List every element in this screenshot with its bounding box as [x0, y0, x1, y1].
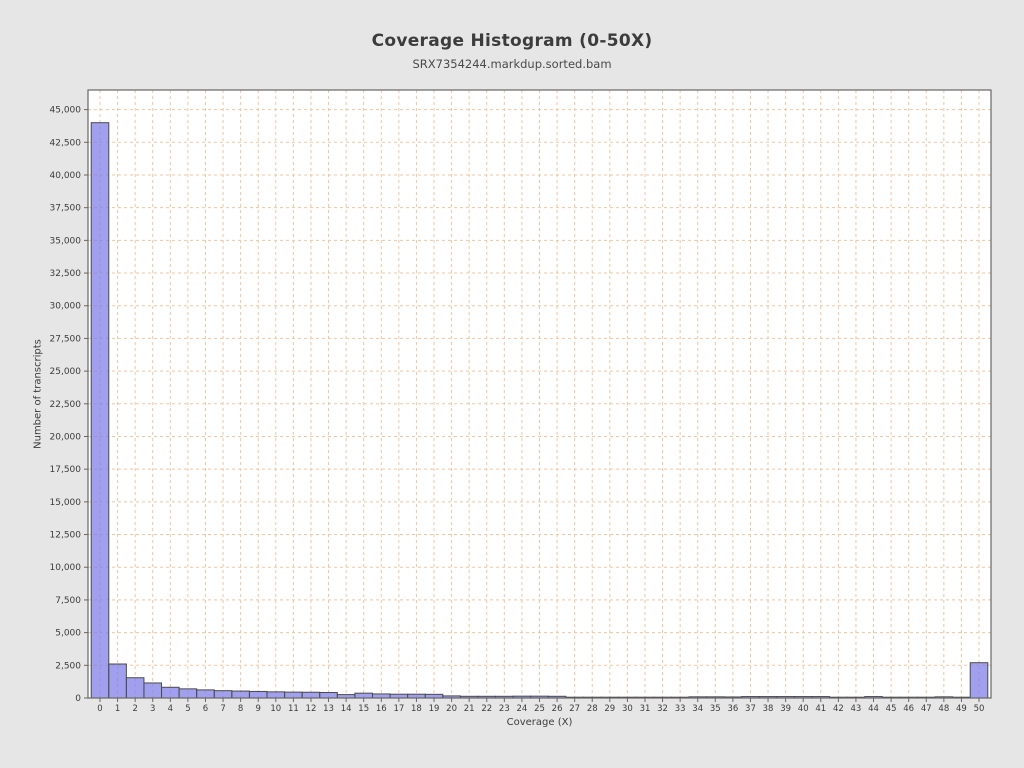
histogram-bar	[161, 686, 180, 699]
histogram-bar	[284, 691, 303, 699]
x-tick-label: 0	[97, 704, 102, 714]
x-tick-label: 3	[150, 704, 155, 714]
x-tick-label: 50	[974, 704, 985, 714]
y-tick-label: 30,000	[50, 302, 82, 312]
y-tick-label: 15,000	[50, 498, 82, 508]
histogram-bar	[266, 691, 286, 699]
x-tick-label: 4	[168, 704, 173, 714]
x-tick-label: 30	[622, 704, 633, 714]
histogram-bar	[143, 682, 163, 699]
x-tick-label: 39	[780, 704, 791, 714]
y-tick-label: 12,500	[50, 531, 82, 541]
x-tick-label: 8	[238, 704, 243, 714]
x-tick-label: 31	[640, 704, 651, 714]
x-tick-label: 47	[921, 704, 932, 714]
histogram-bar	[319, 692, 338, 699]
x-tick-label: 17	[393, 704, 404, 714]
x-tick-label: 33	[675, 704, 686, 714]
y-tick-label: 37,500	[50, 204, 82, 214]
histogram-bar	[354, 692, 373, 699]
x-tick-label: 16	[376, 704, 387, 714]
x-tick-label: 43	[851, 704, 862, 714]
y-tick-label: 0	[75, 694, 81, 704]
x-tick-label: 44	[868, 704, 879, 714]
x-tick-label: 9	[256, 704, 261, 714]
x-tick-label: 18	[411, 704, 422, 714]
x-tick-label: 29	[604, 704, 615, 714]
x-tick-label: 46	[903, 704, 914, 714]
x-tick-label: 28	[587, 704, 598, 714]
histogram-bar	[125, 677, 145, 699]
histogram-bar	[196, 689, 215, 699]
y-tick-label: 2,500	[55, 661, 81, 671]
x-tick-label: 25	[534, 704, 545, 714]
x-tick-label: 38	[763, 704, 774, 714]
y-tick-label: 35,000	[50, 236, 82, 246]
x-tick-label: 21	[464, 704, 475, 714]
x-tick-label: 12	[306, 704, 317, 714]
x-tick-label: 24	[517, 704, 528, 714]
x-tick-label: 27	[569, 704, 580, 714]
x-tick-label: 15	[358, 704, 369, 714]
y-tick-label: 22,500	[50, 400, 82, 410]
y-tick-label: 27,500	[50, 334, 82, 344]
x-tick-label: 34	[692, 704, 703, 714]
x-tick-label: 23	[499, 704, 510, 714]
x-tick-label: 22	[481, 704, 492, 714]
y-tick-label: 25,000	[50, 367, 82, 377]
x-tick-label: 10	[270, 704, 281, 714]
x-tick-label: 14	[341, 704, 352, 714]
histogram-bar	[371, 693, 391, 699]
histogram-bar	[301, 691, 321, 699]
x-tick-label: 40	[798, 704, 809, 714]
y-tick-label: 45,000	[50, 106, 82, 116]
x-tick-label: 20	[446, 704, 457, 714]
x-tick-label: 49	[956, 704, 967, 714]
x-tick-label: 13	[323, 704, 334, 714]
y-axis-label: Number of transcripts	[32, 339, 44, 449]
histogram-bar	[248, 690, 268, 699]
y-tick-label: 7,500	[55, 596, 81, 606]
histogram-bar	[108, 663, 127, 699]
x-tick-label: 2	[132, 704, 137, 714]
x-tick-label: 19	[429, 704, 440, 714]
histogram-bar	[231, 690, 250, 699]
x-axis-label: Coverage (X)	[506, 717, 573, 728]
y-tick-label: 5,000	[55, 629, 81, 639]
x-tick-label: 42	[833, 704, 844, 714]
histogram-bar	[213, 690, 233, 699]
y-tick-label: 40,000	[50, 171, 82, 181]
histogram-bar	[178, 688, 198, 699]
x-tick-label: 32	[657, 704, 668, 714]
x-tick-label: 45	[886, 704, 897, 714]
chart-subtitle: SRX7354244.markdup.sorted.bam	[412, 57, 612, 71]
histogram-bar	[90, 122, 110, 699]
y-tick-label: 10,000	[50, 563, 82, 573]
x-tick-label: 41	[815, 704, 826, 714]
x-tick-label: 37	[745, 704, 756, 714]
x-tick-label: 6	[203, 704, 208, 714]
x-tick-label: 5	[185, 704, 190, 714]
y-tick-label: 32,500	[50, 269, 82, 279]
y-tick-label: 42,500	[50, 138, 82, 148]
x-tick-label: 36	[727, 704, 738, 714]
y-tick-label: 20,000	[50, 432, 82, 442]
x-tick-label: 48	[938, 704, 949, 714]
chart-title: Coverage Histogram (0-50X)	[371, 31, 653, 51]
histogram-bar	[969, 662, 989, 699]
x-tick-label: 7	[220, 704, 225, 714]
x-tick-label: 11	[288, 704, 299, 714]
x-tick-label: 1	[115, 704, 120, 714]
y-tick-label: 17,500	[50, 465, 82, 475]
x-tick-label: 35	[710, 704, 721, 714]
x-tick-label: 26	[552, 704, 563, 714]
